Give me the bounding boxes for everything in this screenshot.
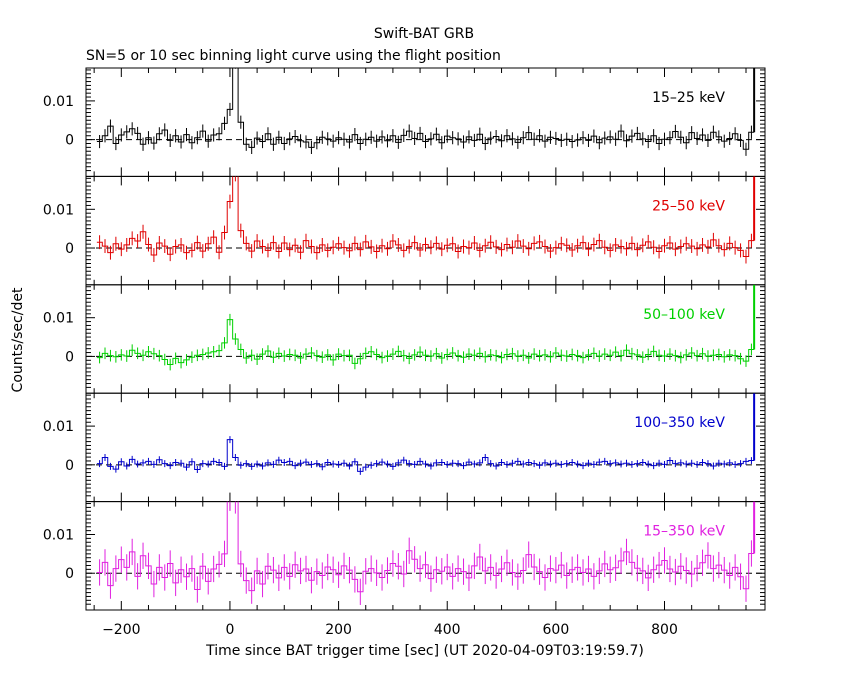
panels: 0 0.01 15–25 keV 0 0.01 25–50 keV 0 0.01 50–100 …: [43, 67, 766, 611]
chart-title: Swift-BAT GRB: [374, 26, 474, 42]
y-tick-label: 0: [65, 566, 74, 582]
x-tick-label: −200: [102, 622, 140, 638]
x-tick-label: 800: [651, 622, 678, 638]
y-tick-label: 0.01: [43, 419, 74, 435]
band-label: 15–25 keV: [652, 90, 725, 106]
series-5-data: [96, 501, 756, 605]
band-label: 25–50 keV: [652, 198, 725, 214]
y-tick-label: 0.01: [43, 528, 74, 544]
y-tick-label: 0: [65, 241, 74, 257]
series-4-data: [96, 393, 756, 475]
panel-3: 0 0.01 50–100 keV: [43, 284, 766, 394]
y-axis-label: Counts/sec/det: [10, 287, 26, 392]
series-2-data: [96, 176, 756, 264]
panel-4: 0 0.01 100–350 keV: [43, 392, 766, 503]
x-tick-label: 600: [543, 622, 570, 638]
x-tick-labels: −200 0 200 400 600 800: [102, 622, 678, 638]
band-label: 15–350 keV: [643, 524, 725, 540]
panel-5: 0 0.01 15–350 keV: [43, 501, 766, 611]
x-axis-label: Time since BAT trigger time [sec] (UT 20…: [205, 643, 644, 659]
panel-frame: [85, 501, 766, 611]
band-label: 50–100 keV: [643, 307, 725, 323]
y-tick-label: 0: [65, 349, 74, 365]
y-tick-label: 0: [65, 458, 74, 474]
y-tick-label: 0.01: [43, 202, 74, 218]
chart-subtitle: SN=5 or 10 sec binning light curve using…: [86, 48, 501, 64]
band-label: 100–350 keV: [634, 415, 725, 431]
panel-1: 0 0.01 15–25 keV: [43, 67, 766, 177]
x-tick-label: 400: [434, 622, 461, 638]
y-tick-label: 0: [65, 133, 74, 149]
series-1-data: [96, 68, 756, 156]
series-3-data: [96, 284, 756, 371]
x-tick-label: 0: [225, 622, 234, 638]
y-tick-label: 0.01: [43, 311, 74, 327]
x-tick-label: 200: [325, 622, 352, 638]
y-tick-label: 0.01: [43, 94, 74, 110]
panel-2: 0 0.01 25–50 keV: [43, 175, 766, 286]
